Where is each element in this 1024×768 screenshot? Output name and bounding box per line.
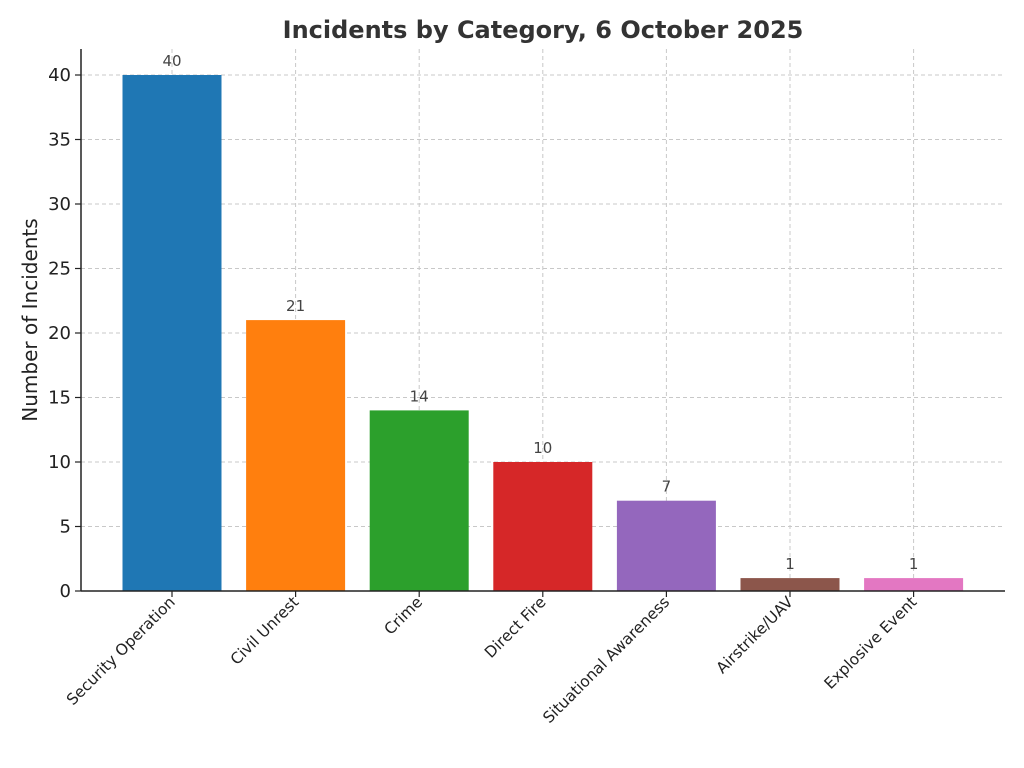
x-tick-label: Direct Fire	[481, 593, 550, 662]
bar	[616, 500, 716, 591]
data-labels: 40 21 14 10 7 1 1	[162, 52, 918, 573]
x-ticks: Security Operation Civil Unrest Crime Direc…	[63, 591, 920, 727]
data-label: 14	[410, 387, 429, 405]
y-tick-label: 20	[48, 323, 71, 344]
bar	[740, 578, 840, 591]
y-tick-label: 25	[48, 259, 71, 280]
bar	[246, 320, 346, 591]
data-label: 40	[162, 52, 181, 70]
data-label: 7	[662, 478, 672, 496]
bar	[122, 75, 222, 591]
y-tick-label: 15	[48, 388, 71, 409]
bars	[122, 75, 964, 591]
x-tick-label: Security Operation	[63, 593, 179, 709]
y-tick-label: 10	[48, 452, 71, 473]
data-label: 10	[533, 439, 552, 457]
data-label: 21	[286, 297, 305, 315]
bar	[369, 410, 469, 591]
x-tick-label: Civil Unrest	[227, 593, 302, 668]
y-tick-label: 40	[48, 65, 71, 86]
x-tick-label: Explosive Event	[821, 593, 921, 693]
x-tick-label: Crime	[381, 593, 426, 638]
y-tick-label: 35	[48, 130, 71, 151]
bar	[864, 578, 964, 591]
y-axis-label: Number of Incidents	[18, 218, 42, 421]
x-tick-label: Airstrike/UAV	[713, 593, 797, 677]
y-ticks: 0 5 10 15 20 25 30 35 40	[48, 65, 81, 602]
y-tick-label: 5	[60, 517, 71, 538]
data-label: 1	[785, 555, 795, 573]
y-tick-label: 0	[60, 581, 71, 602]
bar	[493, 462, 593, 591]
x-tick-label: Situational Awareness	[539, 593, 673, 727]
chart-title: Incidents by Category, 6 October 2025	[283, 16, 804, 44]
data-label: 1	[909, 555, 919, 573]
y-tick-label: 30	[48, 194, 71, 215]
